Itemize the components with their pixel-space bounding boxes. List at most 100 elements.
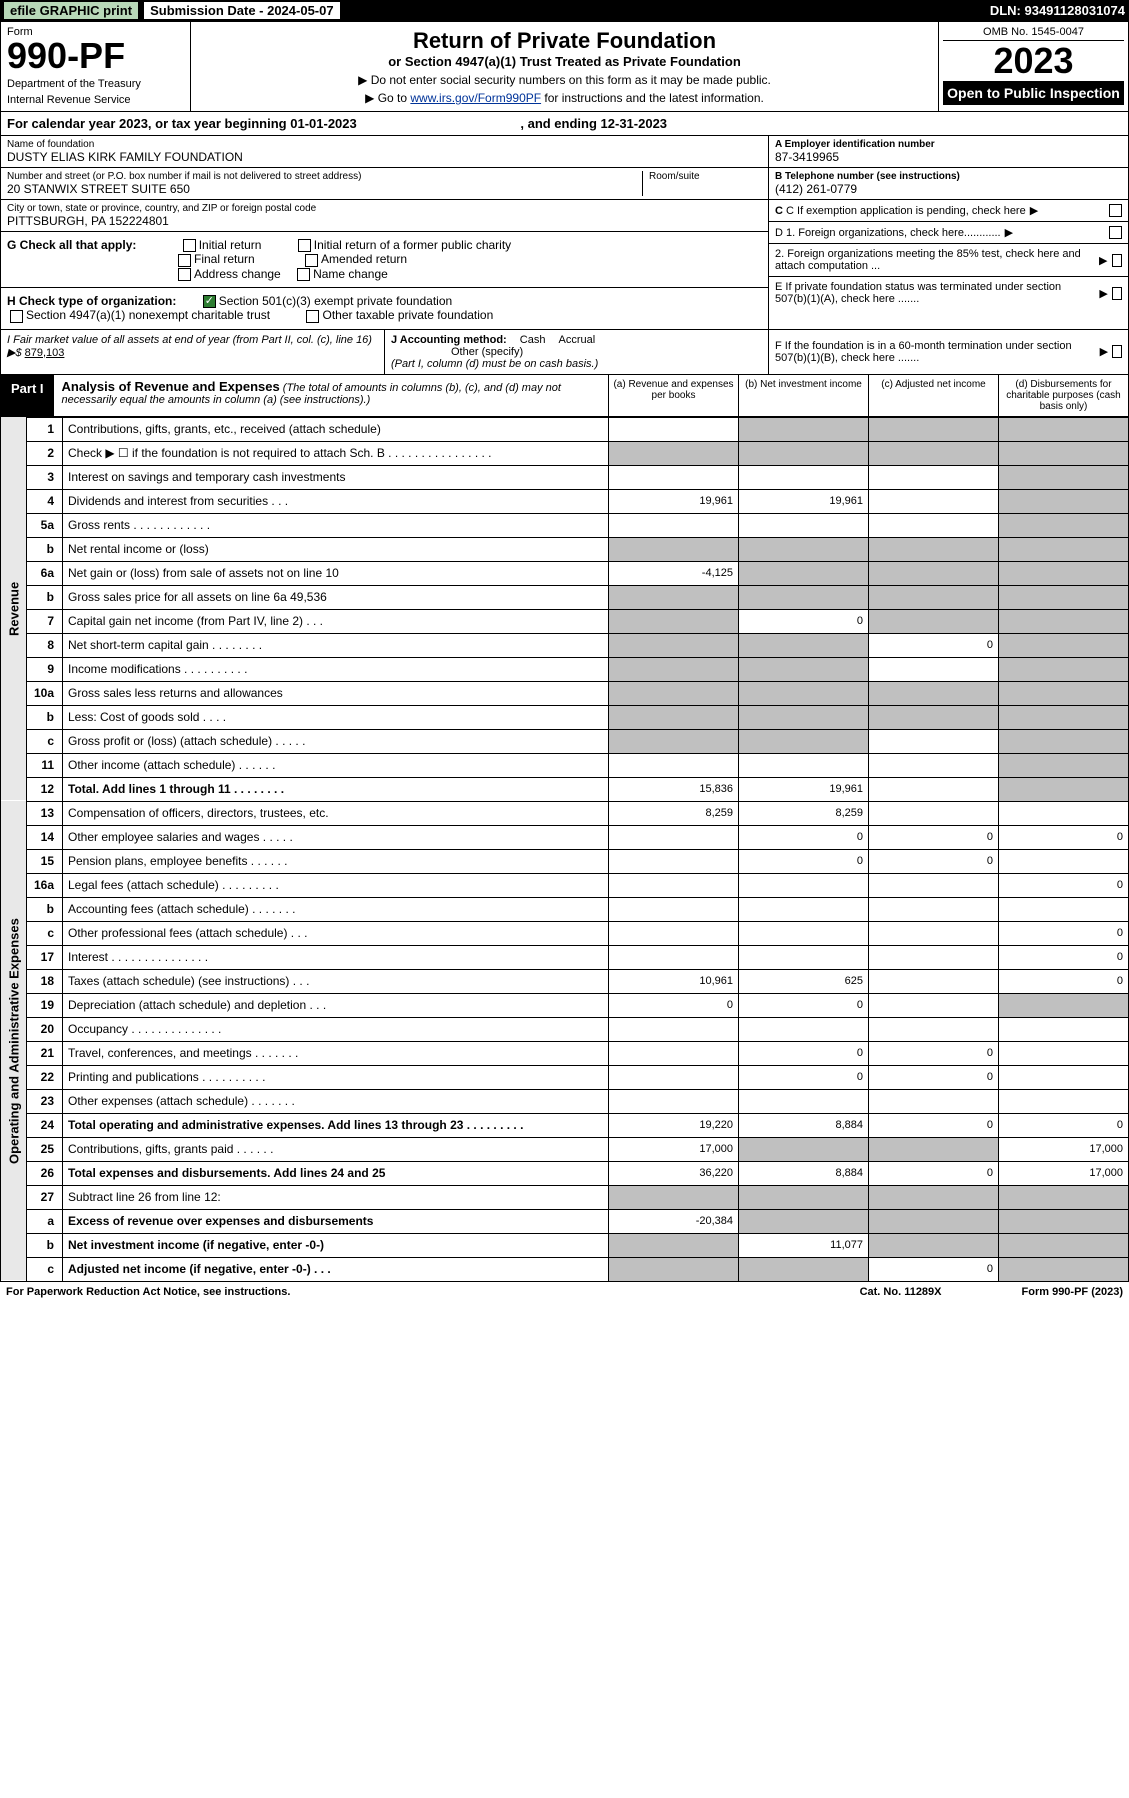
cell-c [869, 993, 999, 1017]
cell-d [999, 537, 1129, 561]
part1-table: Revenue1Contributions, gifts, grants, et… [0, 417, 1129, 1282]
cell-a: 8,259 [609, 801, 739, 825]
table-row: 19Depreciation (attach schedule) and dep… [1, 993, 1129, 1017]
table-row: 9Income modifications . . . . . . . . . … [1, 657, 1129, 681]
cell-d [999, 705, 1129, 729]
cell-a [609, 1233, 739, 1257]
cb-initial[interactable] [183, 239, 196, 252]
cb-e[interactable] [1112, 287, 1122, 300]
line-number: 18 [27, 969, 63, 993]
cell-a [609, 513, 739, 537]
side-label-expenses: Operating and Administrative Expenses [1, 801, 27, 1281]
line-desc: Legal fees (attach schedule) . . . . . .… [63, 873, 609, 897]
c-check: C C If exemption application is pending,… [769, 200, 1128, 222]
cell-b [739, 753, 869, 777]
line-number: 23 [27, 1089, 63, 1113]
cell-c [869, 777, 999, 801]
cell-b [739, 537, 869, 561]
cb-4947[interactable] [10, 310, 23, 323]
cell-d [999, 633, 1129, 657]
tax-year: 2023 [943, 43, 1124, 79]
cb-d2[interactable] [1112, 254, 1123, 267]
line-number: b [27, 705, 63, 729]
cell-b [739, 921, 869, 945]
cell-a: 10,961 [609, 969, 739, 993]
line-number: a [27, 1209, 63, 1233]
line-desc: Occupancy . . . . . . . . . . . . . . [63, 1017, 609, 1041]
submission-date: Submission Date - 2024-05-07 [144, 2, 340, 19]
line-desc: Compensation of officers, directors, tru… [63, 801, 609, 825]
line-desc: Gross rents . . . . . . . . . . . . [63, 513, 609, 537]
cb-d1[interactable] [1109, 226, 1122, 239]
part1-header: Part I Analysis of Revenue and Expenses … [0, 375, 1129, 417]
line-desc: Dividends and interest from securities .… [63, 489, 609, 513]
cell-d [999, 513, 1129, 537]
cell-a: 19,220 [609, 1113, 739, 1137]
line-desc: Check ▶ ☐ if the foundation is not requi… [63, 441, 609, 465]
line-desc: Interest on savings and temporary cash i… [63, 465, 609, 489]
cb-other-taxable[interactable] [306, 310, 319, 323]
col-a-header: (a) Revenue and expenses per books [608, 375, 738, 416]
cell-c [869, 1137, 999, 1161]
cell-d [999, 681, 1129, 705]
col-d-header: (d) Disbursements for charitable purpose… [998, 375, 1128, 416]
cell-a [609, 921, 739, 945]
line-number: 24 [27, 1113, 63, 1137]
entity-info: Name of foundation DUSTY ELIAS KIRK FAMI… [0, 136, 1129, 330]
cell-c [869, 945, 999, 969]
irs-link[interactable]: www.irs.gov/Form990PF [410, 91, 541, 105]
cb-501c3[interactable] [203, 295, 216, 308]
table-row: Operating and Administrative Expenses13C… [1, 801, 1129, 825]
cb-c[interactable] [1109, 204, 1122, 217]
cell-d [999, 729, 1129, 753]
side-label-revenue: Revenue [1, 417, 27, 801]
cell-a: 17,000 [609, 1137, 739, 1161]
footer-cat: Cat. No. 11289X [860, 1286, 942, 1298]
cell-c: 0 [869, 1257, 999, 1281]
calendar-year-row: For calendar year 2023, or tax year begi… [0, 112, 1129, 136]
table-row: 4Dividends and interest from securities … [1, 489, 1129, 513]
line-number: 21 [27, 1041, 63, 1065]
cell-d [999, 1233, 1129, 1257]
cell-a [609, 609, 739, 633]
line-number: c [27, 921, 63, 945]
cb-amended[interactable] [305, 254, 318, 267]
cell-c [869, 897, 999, 921]
line-desc: Net rental income or (loss) [63, 537, 609, 561]
cb-f[interactable] [1112, 345, 1122, 358]
cb-addr-change[interactable] [178, 268, 191, 281]
header-right: OMB No. 1545-0047 2023 Open to Public In… [938, 22, 1128, 111]
line-number: 22 [27, 1065, 63, 1089]
line-number: 26 [27, 1161, 63, 1185]
tel-cell: B Telephone number (see instructions) (4… [769, 168, 1128, 200]
cell-c [869, 729, 999, 753]
cell-d [999, 1065, 1129, 1089]
table-row: 7Capital gain net income (from Part IV, … [1, 609, 1129, 633]
line-number: b [27, 1233, 63, 1257]
cell-b [739, 897, 869, 921]
line-number: 13 [27, 801, 63, 825]
cell-d: 0 [999, 873, 1129, 897]
table-row: bNet rental income or (loss) [1, 537, 1129, 561]
table-row: 21Travel, conferences, and meetings . . … [1, 1041, 1129, 1065]
city-state-zip: PITTSBURGH, PA 152224801 [7, 214, 762, 228]
col-b-header: (b) Net investment income [738, 375, 868, 416]
table-row: 20Occupancy . . . . . . . . . . . . . . [1, 1017, 1129, 1041]
g-checks: G Check all that apply: Initial return I… [1, 232, 768, 288]
line-number: 1 [27, 417, 63, 441]
line-desc: Depreciation (attach schedule) and deple… [63, 993, 609, 1017]
ein-cell: A Employer identification number 87-3419… [769, 136, 1128, 168]
cb-initial-former[interactable] [298, 239, 311, 252]
line-desc: Pension plans, employee benefits . . . .… [63, 849, 609, 873]
cell-b: 8,259 [739, 801, 869, 825]
cell-d: 17,000 [999, 1137, 1129, 1161]
cell-c [869, 609, 999, 633]
room-label: Room/suite [649, 171, 762, 182]
cell-a [609, 465, 739, 489]
cell-b [739, 561, 869, 585]
cell-d [999, 993, 1129, 1017]
cb-name-change[interactable] [297, 268, 310, 281]
line-number: 7 [27, 609, 63, 633]
cb-final[interactable] [178, 254, 191, 267]
table-row: 27Subtract line 26 from line 12: [1, 1185, 1129, 1209]
